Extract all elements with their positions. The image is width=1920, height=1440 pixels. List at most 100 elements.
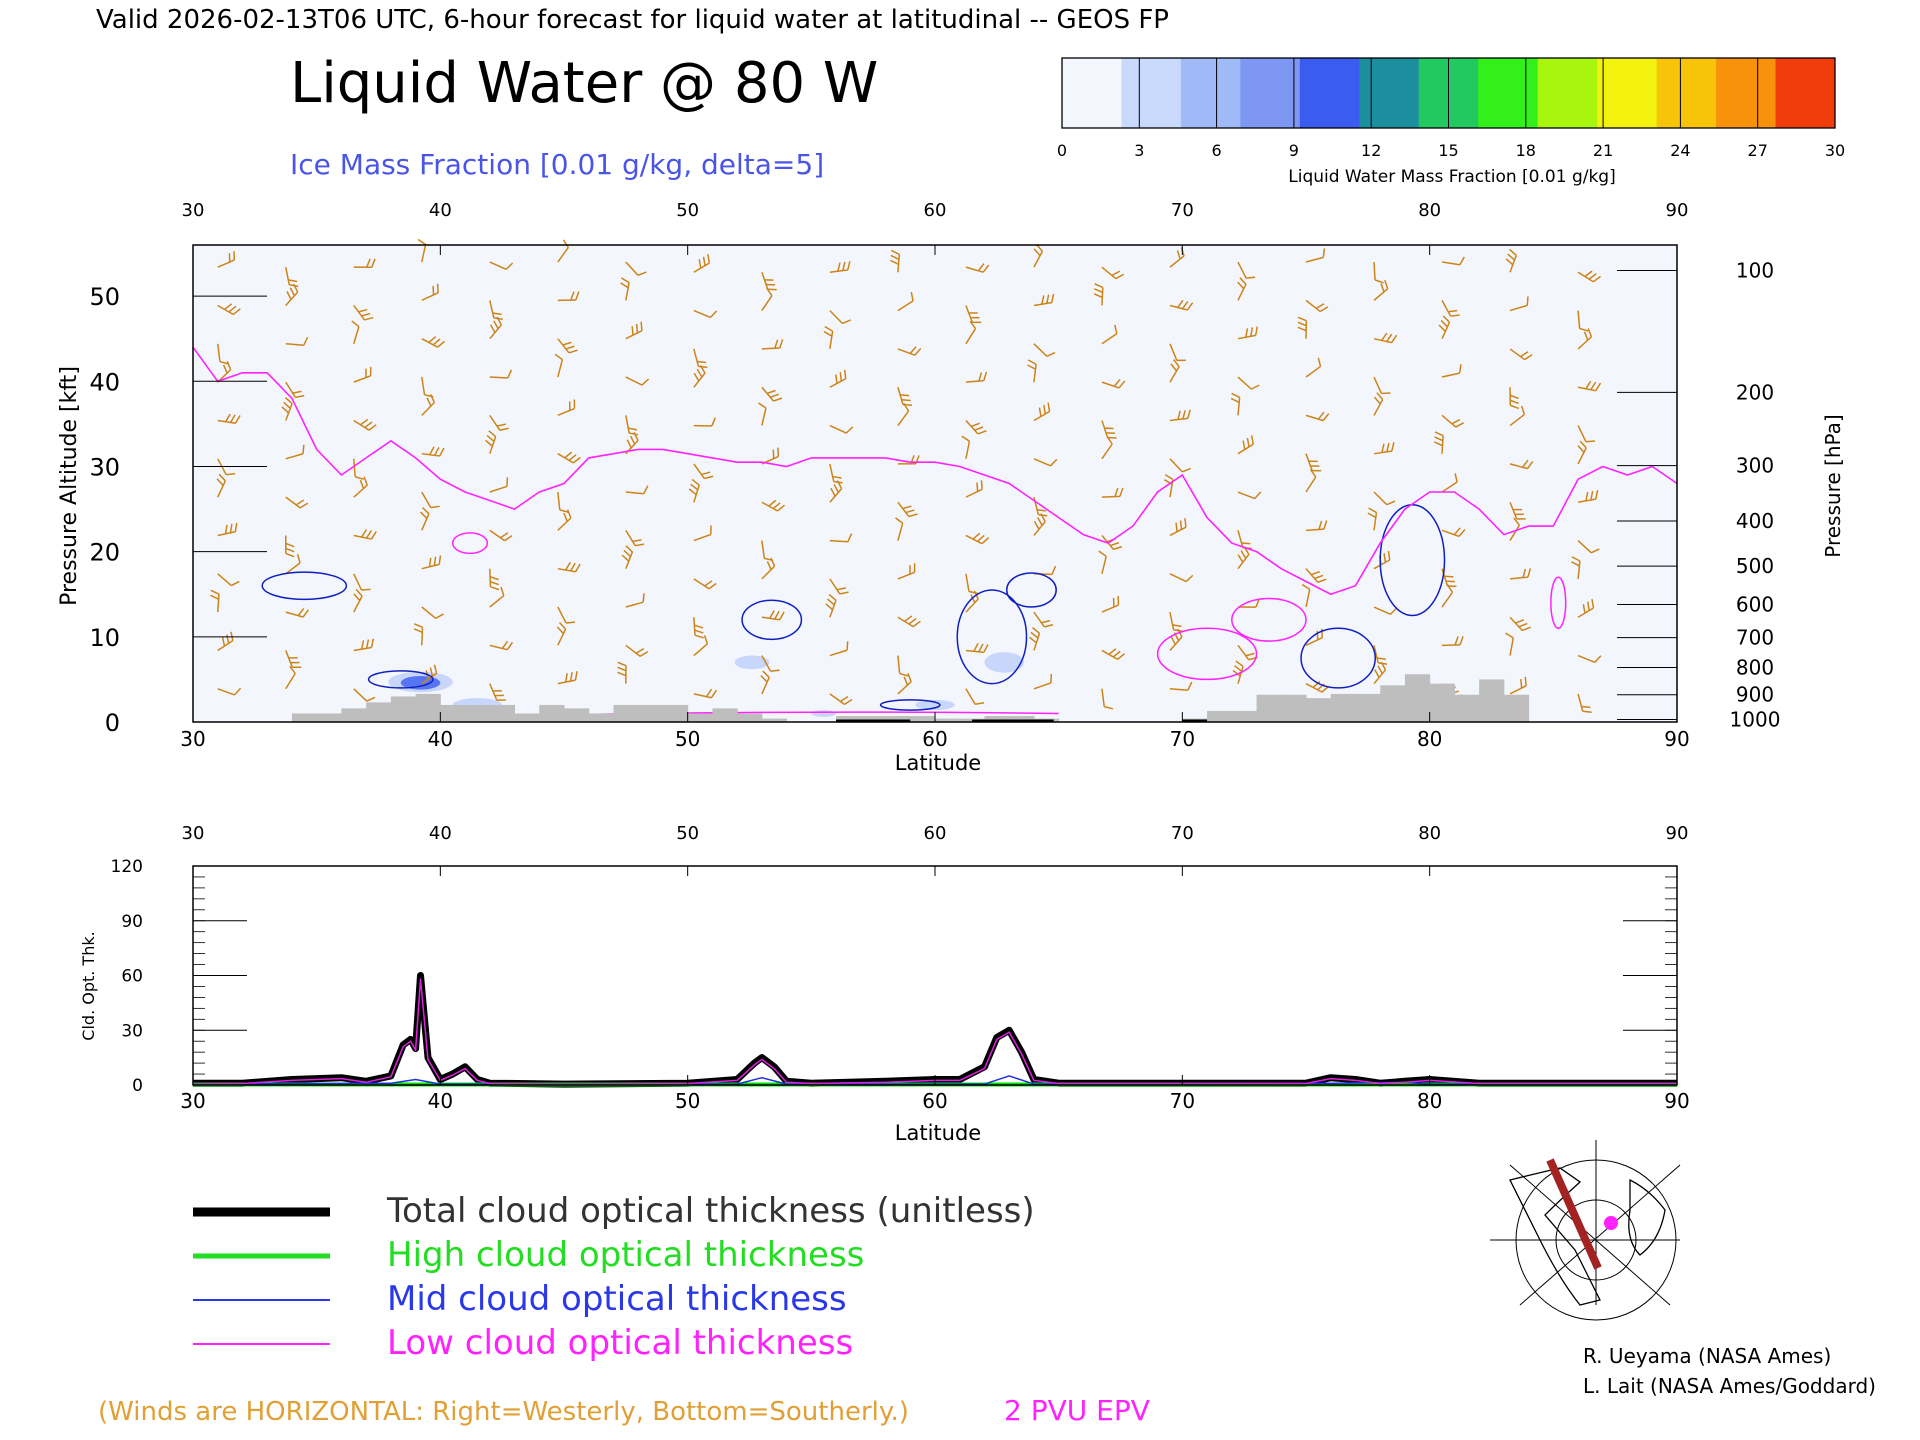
wind-barb-shaft xyxy=(1577,654,1596,663)
terrain-column xyxy=(984,716,1010,722)
wind-barb xyxy=(829,533,853,543)
wind-barb-shaft xyxy=(1305,528,1325,532)
wind-barb-feather xyxy=(1182,410,1186,420)
wind-barb-feather xyxy=(556,626,565,635)
wind-barb-shaft xyxy=(1033,250,1044,268)
wind-barb-feather xyxy=(222,364,228,374)
wind-barb-feather xyxy=(1320,628,1324,638)
wind-barb xyxy=(761,386,783,402)
winds-note: (Winds are HORIZONTAL: Right=Westerly, B… xyxy=(98,1397,909,1427)
ice-contour xyxy=(261,571,348,601)
colorbar-tick-label: 30 xyxy=(1825,141,1845,160)
wind-barb-feather xyxy=(1115,273,1125,280)
wind-barb xyxy=(1237,376,1260,390)
wind-barb-shaft xyxy=(217,640,234,652)
colorbar-tick-label: 27 xyxy=(1748,141,1768,160)
wind-barb-feather xyxy=(1455,422,1465,428)
wind-barb xyxy=(620,277,630,301)
wind-barb xyxy=(693,463,714,480)
wind-barb-feather xyxy=(303,336,309,346)
wind-barb xyxy=(829,480,843,503)
wind-barb-feather xyxy=(499,427,509,432)
wind-barb xyxy=(965,320,977,345)
wind-barb-feather xyxy=(1518,622,1528,628)
wind-barb-feather xyxy=(637,271,647,277)
wind-barb-feather xyxy=(1231,392,1240,399)
wind-barb xyxy=(1033,513,1046,536)
wind-barb-shaft xyxy=(897,616,914,628)
wind-barb xyxy=(1577,270,1601,283)
wind-barb-shaft xyxy=(1577,425,1587,443)
wind-barb-feather xyxy=(564,451,573,459)
wind-barb xyxy=(557,561,581,573)
wind-barb-shaft xyxy=(1577,447,1587,465)
wind-barb-feather xyxy=(828,593,837,601)
valid-line: Valid 2026-02-13T06 UTC, 6-hour forecast… xyxy=(96,5,1169,35)
wind-barb-shaft xyxy=(1101,266,1117,280)
wind-barb xyxy=(217,413,241,425)
wind-barb-shaft xyxy=(1237,376,1252,390)
wind-barb-shaft xyxy=(965,688,976,705)
wind-barb-feather xyxy=(1172,359,1180,368)
wind-barb-shaft xyxy=(1577,693,1584,712)
wind-barb xyxy=(1305,469,1317,493)
wind-barb xyxy=(1577,654,1602,663)
wind-barb-feather xyxy=(1505,258,1514,266)
wind-barb-shaft xyxy=(557,453,574,464)
terrain-column xyxy=(1429,683,1455,722)
wind-barb-shaft xyxy=(693,693,712,699)
wind-barb-feather xyxy=(1381,332,1388,341)
wind-barb-feather xyxy=(507,369,513,379)
wind-barb-feather xyxy=(353,593,361,602)
wind-barb xyxy=(1237,491,1262,500)
wind-barb-feather xyxy=(1588,273,1597,280)
cross-section-chart: 3030404050506060707080809090010203040501… xyxy=(89,200,1780,751)
wind-barb xyxy=(353,688,376,702)
wind-barb xyxy=(1373,332,1398,344)
wind-barb-feather xyxy=(1527,568,1532,578)
wind-barb-shaft xyxy=(1169,343,1178,361)
wind-barb-shaft xyxy=(1441,372,1460,378)
wind-barb-feather xyxy=(617,661,627,667)
wind-barb-feather xyxy=(1051,565,1057,575)
wind-barb-shaft xyxy=(693,643,708,657)
wind-barb-feather xyxy=(432,338,441,346)
wind-barb xyxy=(693,578,717,590)
wind-barb-shaft xyxy=(489,414,501,431)
wind-barb-feather xyxy=(694,629,704,634)
wind-barb xyxy=(485,430,497,454)
wind-barb-feather xyxy=(504,535,513,542)
wind-barb xyxy=(217,303,241,316)
wind-barb-shaft xyxy=(1101,287,1104,306)
wind-barb-feather xyxy=(285,552,295,558)
wind-barb-shaft xyxy=(353,484,368,498)
wind-barb-shaft xyxy=(489,595,505,608)
wind-barb-shaft xyxy=(489,300,495,319)
wind-barb xyxy=(1237,326,1259,340)
legend-label-high: High cloud optical thickness xyxy=(387,1235,864,1275)
colorbar-swatch xyxy=(1180,58,1241,128)
wind-barb-feather xyxy=(983,371,988,381)
wind-barb xyxy=(353,588,363,613)
wind-barb-shaft xyxy=(1305,589,1311,608)
wind-barb xyxy=(761,655,780,673)
wind-barb-shaft xyxy=(1441,591,1454,608)
wind-barb-feather xyxy=(1041,295,1045,305)
wind-barb-feather xyxy=(1590,491,1594,501)
wind-barb xyxy=(489,529,513,542)
colorbar-tick-label: 3 xyxy=(1134,141,1144,160)
wind-barb-feather xyxy=(774,339,779,349)
wind-barb-feather xyxy=(621,554,630,562)
wind-barb xyxy=(217,522,238,537)
wind-barb-feather xyxy=(769,610,775,619)
wind-barb xyxy=(417,238,427,263)
wind-barb xyxy=(489,683,506,701)
wind-barb-shaft xyxy=(1509,501,1518,520)
wind-barb xyxy=(353,366,372,383)
wind-barb-shaft xyxy=(1305,365,1322,378)
wind-barb-shaft xyxy=(1169,458,1183,473)
wind-barb-feather xyxy=(1581,705,1591,709)
wind-barb xyxy=(351,320,360,345)
wind-barb xyxy=(825,593,837,618)
wind-barb-feather xyxy=(1524,676,1527,686)
